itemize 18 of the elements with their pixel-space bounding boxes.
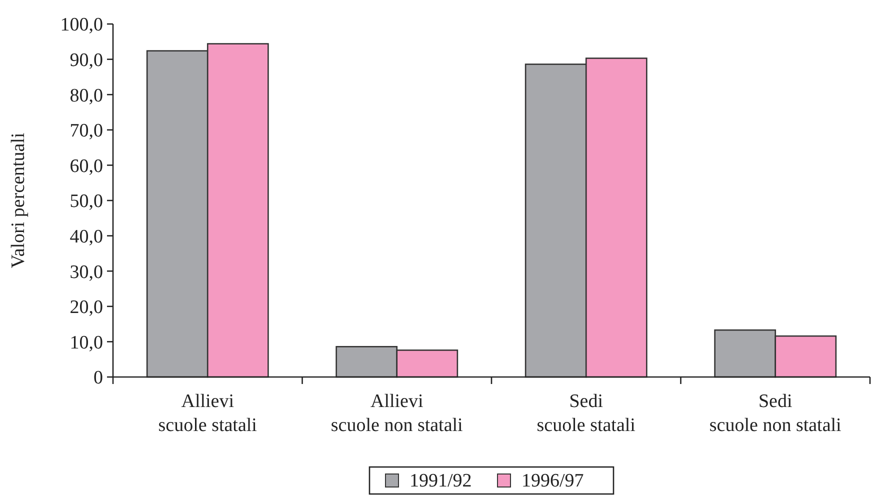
y-tick-label: 100,0 <box>60 14 103 36</box>
x-tick-label: Allievi scuole non statali <box>330 391 463 436</box>
legend-label: 1996/97 <box>522 470 584 492</box>
y-tick-label: 70,0 <box>70 120 103 142</box>
y-tick-label: 20,0 <box>70 297 103 318</box>
y-tick-label: 60,0 <box>70 156 103 177</box>
y-tick-label: 50,0 <box>70 191 103 212</box>
y-tick-label: 40,0 <box>70 226 103 248</box>
y-tick-label: 10,0 <box>70 332 103 354</box>
y-tick-label: 80,0 <box>70 85 103 106</box>
legend-label: 1991/92 <box>410 470 472 492</box>
y-axis-title: Valori percentuali <box>8 132 29 268</box>
x-tick-label: Allievi scuole statali <box>158 391 257 436</box>
x-tick-label: Sedi scuole non statali <box>709 391 842 436</box>
x-tick-label: Sedi scuole statali <box>536 391 636 436</box>
y-tick-label: 30,0 <box>70 262 103 283</box>
y-tick-label: 90,0 <box>70 50 103 71</box>
y-tick-label: 0 <box>94 368 103 389</box>
